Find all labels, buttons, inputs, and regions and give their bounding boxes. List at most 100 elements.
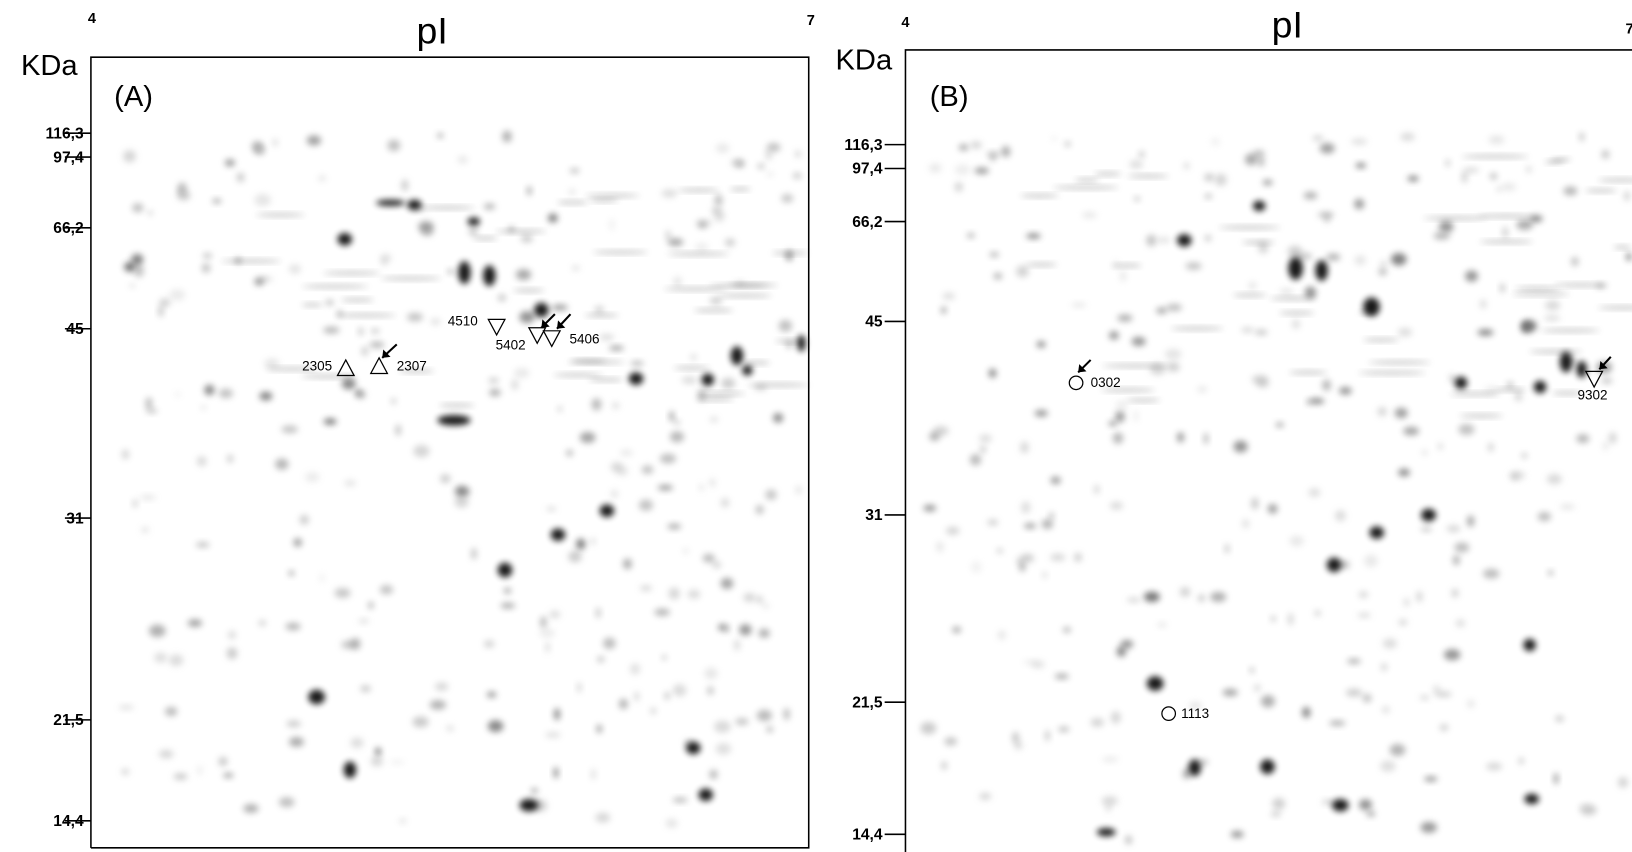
gel-spot	[1312, 135, 1324, 141]
gel-spot	[430, 318, 441, 325]
gel-frame	[90, 56, 810, 849]
gel-spot	[202, 252, 213, 259]
gel-spot	[503, 587, 512, 594]
gel-spot	[1041, 518, 1054, 530]
gel-streak	[588, 378, 624, 382]
gel-spot	[540, 616, 547, 628]
gel-spot	[1139, 151, 1145, 158]
gel-spot	[641, 465, 654, 475]
gel-spot	[1435, 691, 1452, 698]
gel-spot	[596, 724, 602, 734]
gel-spot	[1306, 399, 1311, 405]
gel-spot	[1189, 702, 1202, 710]
gel-spot	[368, 601, 374, 610]
gel-spot	[323, 326, 340, 334]
gel-spot	[1490, 173, 1497, 180]
gel-spot	[407, 312, 423, 322]
gel-spot	[1398, 619, 1408, 626]
gel-spot-dark	[1576, 360, 1587, 378]
gel-spot	[1626, 252, 1632, 262]
gel-spot	[1023, 523, 1037, 529]
gel-streak	[1074, 178, 1100, 182]
gel-spot	[576, 538, 586, 550]
gel-streak	[696, 397, 735, 401]
gel-spot	[1258, 241, 1269, 254]
gel-spot	[337, 310, 343, 318]
gel-spot	[129, 283, 135, 288]
gel-spot	[1463, 167, 1479, 173]
gel-spot	[1553, 772, 1559, 785]
gel-spot	[520, 234, 533, 243]
gel-spot	[454, 495, 469, 508]
gel-spot	[355, 389, 362, 396]
gel-spot	[1601, 378, 1613, 384]
gel-spot	[718, 623, 726, 632]
gel-spot	[1391, 253, 1407, 266]
arrow-head	[1078, 364, 1087, 373]
gel-spot	[1198, 759, 1209, 766]
gel-spot	[739, 624, 752, 636]
gel-spot	[1120, 639, 1134, 649]
gel-spot	[1484, 385, 1499, 395]
gel-spot	[762, 603, 769, 609]
gel-spot	[1560, 504, 1575, 510]
y-tick-label: 21,5	[852, 694, 883, 711]
gel-streak	[380, 276, 442, 280]
spot-label: 4510	[448, 314, 478, 329]
gel-spot	[709, 416, 719, 423]
gel-spot	[1185, 262, 1202, 270]
gel-spot	[1272, 797, 1286, 810]
gel-streak	[1127, 174, 1170, 178]
gel-spot	[724, 624, 729, 633]
gel-streak	[472, 236, 498, 240]
gel-spot	[196, 765, 203, 776]
gel-spot-dark	[1533, 380, 1547, 394]
gel-spot	[704, 667, 718, 680]
gel-spot	[590, 537, 596, 545]
gel-spot	[549, 610, 561, 619]
gel-spot	[996, 548, 1003, 554]
spot-marker	[1068, 375, 1084, 391]
gel-spot	[1555, 715, 1564, 722]
gel-spot	[979, 434, 992, 443]
gel-spot	[325, 299, 334, 306]
gel-spot	[551, 304, 568, 311]
gel-spot	[226, 647, 238, 660]
gel-spot	[989, 154, 997, 161]
gel-spot	[1253, 149, 1265, 158]
gel-spot	[1389, 743, 1406, 756]
gel-spot	[993, 272, 1003, 280]
gel-spot-dark	[1369, 526, 1384, 539]
gel-streak	[693, 308, 734, 312]
gel-streak	[1232, 293, 1267, 297]
gel-spot	[1483, 568, 1500, 579]
gel-spot	[1198, 594, 1205, 602]
gel-spot	[177, 182, 187, 195]
gel-spot	[511, 379, 519, 391]
gel-spot	[734, 639, 740, 651]
gel-spot	[380, 253, 392, 263]
gel-spot	[299, 514, 309, 525]
gel-spot	[1182, 768, 1191, 780]
gel-spot	[1377, 406, 1387, 417]
gel-spot	[954, 164, 971, 175]
gel-spot	[1546, 474, 1562, 485]
gel-streak	[1597, 306, 1632, 310]
gel-streak	[495, 229, 547, 233]
gel-spot	[369, 341, 385, 349]
gel-spot	[278, 797, 295, 808]
gel-spot	[1314, 610, 1321, 616]
gel-spot	[1617, 776, 1629, 788]
spot-marker	[336, 358, 356, 377]
gel-streak	[1126, 398, 1161, 402]
gel-spot-dark	[519, 798, 539, 812]
gel-spot	[1347, 658, 1361, 664]
gel-streak	[1101, 364, 1170, 368]
gel-spot	[758, 628, 770, 638]
gel-spot	[577, 682, 582, 693]
gel-spot	[661, 189, 678, 198]
gel-spot	[929, 163, 942, 173]
gel-spot	[1179, 587, 1191, 597]
gel-spot-dark	[497, 562, 513, 578]
gel-spot	[989, 252, 999, 258]
